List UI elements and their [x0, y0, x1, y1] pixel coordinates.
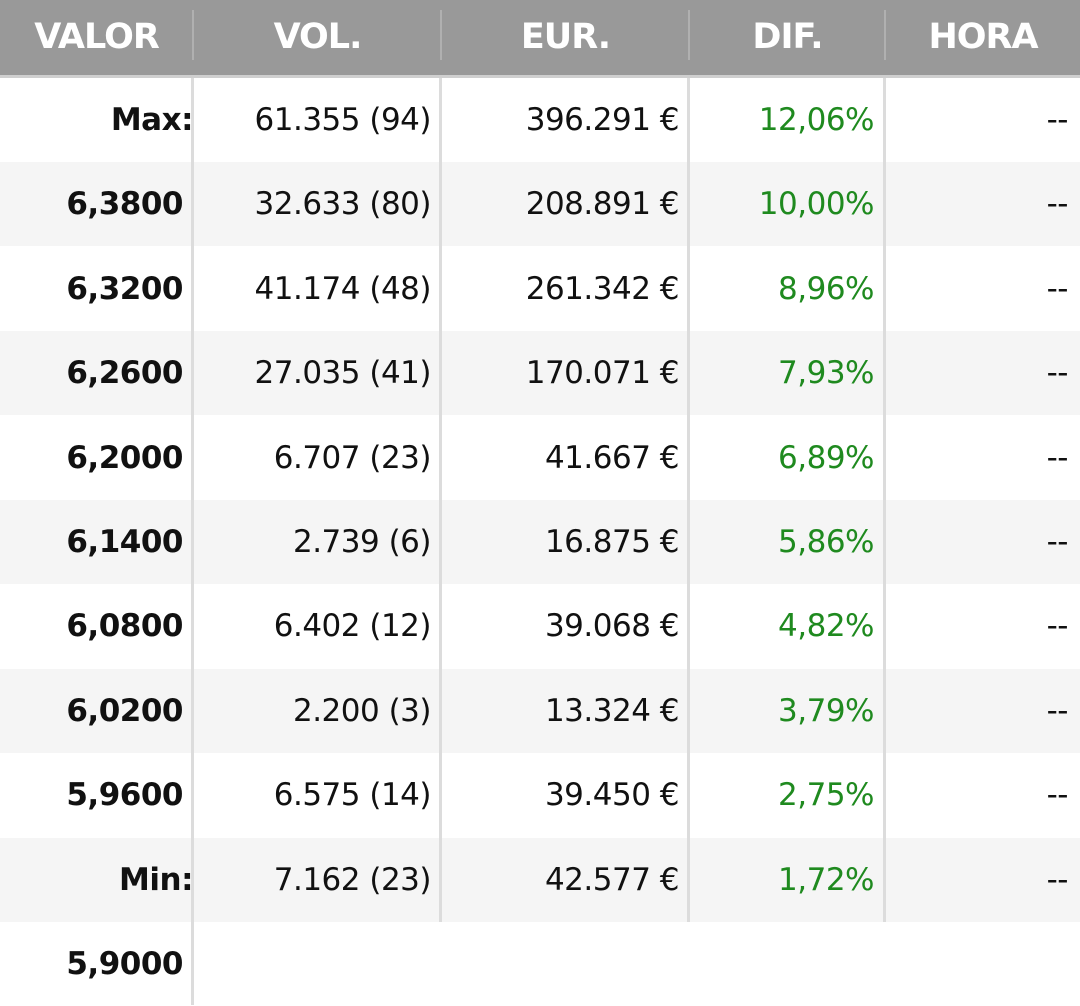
table-row[interactable]: Max: 61.355 (94) 396.291 € 12,06% -- — [0, 78, 1080, 162]
table-row[interactable]: 6,2600 27.035 (41) 170.071 € 7,93% -- — [0, 331, 1080, 416]
column-divider — [191, 78, 194, 1005]
cell-valor: Min: — [119, 861, 193, 898]
divider — [884, 10, 886, 60]
cell-vol: 6.707 (23) — [273, 439, 432, 476]
header-eur[interactable]: EUR. — [520, 17, 611, 57]
cell-vol: 2.200 (3) — [292, 692, 432, 729]
cell-dif: 12,06% — [758, 102, 875, 138]
cell-vol: 41.174 (48) — [254, 270, 432, 307]
column-divider — [687, 78, 690, 922]
table-row[interactable]: 6,0800 6.402 (12) 39.068 € 4,82% -- — [0, 584, 1080, 668]
cell-dif: 5,86% — [778, 524, 874, 560]
cell-valor: Max: — [110, 102, 194, 138]
cell-hora: -- — [1046, 102, 1069, 138]
divider — [440, 10, 442, 60]
cell-eur: 396.291 € — [525, 102, 680, 138]
cell-hora: -- — [1046, 186, 1069, 223]
table-header: VALOR VOL. EUR. DIF. HORA — [0, 0, 1080, 78]
cell-valor: 6,2000 — [66, 439, 183, 476]
cell-valor: 6,0200 — [66, 692, 183, 729]
cell-dif: 4,82% — [778, 608, 874, 645]
cell-valor: 6,0800 — [66, 608, 183, 645]
cell-eur: 13.324 € — [544, 692, 680, 729]
table-row[interactable]: 6,1400 2.739 (6) 16.875 € 5,86% -- — [0, 500, 1080, 584]
table-row[interactable]: 5,9600 6.575 (14) 39.450 € 2,75% -- — [0, 753, 1080, 837]
cell-valor: 5,9600 — [66, 777, 183, 814]
table-row[interactable]: Min: 7.162 (23) 42.577 € 1,72% -- — [0, 837, 1080, 922]
cell-valor: 5,9000 — [66, 946, 183, 982]
column-divider — [439, 78, 442, 922]
cell-eur: 16.875 € — [544, 524, 680, 560]
cell-dif: 6,89% — [778, 439, 874, 476]
cell-eur: 39.068 € — [544, 608, 680, 645]
cell-valor: 6,1400 — [66, 524, 183, 560]
divider — [688, 10, 690, 60]
cell-valor: 6,2600 — [66, 355, 183, 392]
cell-hora: -- — [1046, 524, 1069, 560]
cell-dif: 3,79% — [778, 692, 874, 729]
cell-valor: 6,3800 — [66, 186, 183, 223]
cell-dif: 10,00% — [758, 186, 875, 223]
cell-eur: 170.071 € — [525, 355, 680, 392]
cell-vol: 32.633 (80) — [254, 186, 432, 223]
table-row-last[interactable]: 5,9000 — [0, 922, 1080, 1006]
cell-vol: 6.575 (14) — [273, 777, 432, 814]
cell-hora: -- — [1046, 439, 1069, 476]
cell-hora: -- — [1046, 608, 1069, 645]
cell-dif: 7,93% — [778, 355, 874, 392]
header-vol[interactable]: VOL. — [273, 17, 363, 57]
cell-eur: 261.342 € — [525, 270, 680, 307]
cell-hora: -- — [1046, 777, 1069, 814]
cell-eur: 42.577 € — [544, 861, 680, 898]
cell-hora: -- — [1046, 355, 1069, 392]
cell-vol: 61.355 (94) — [254, 102, 432, 138]
cell-vol: 6.402 (12) — [273, 608, 432, 645]
cell-valor: 6,3200 — [66, 270, 183, 307]
cell-eur: 39.450 € — [544, 777, 680, 814]
table-row[interactable]: 6,2000 6.707 (23) 41.667 € 6,89% -- — [0, 416, 1080, 500]
cell-dif: 2,75% — [778, 777, 874, 814]
cell-vol: 27.035 (41) — [254, 355, 432, 392]
cell-dif: 1,72% — [778, 861, 874, 898]
cell-eur: 41.667 € — [544, 439, 680, 476]
column-divider — [883, 78, 886, 922]
cell-eur: 208.891 € — [525, 186, 680, 223]
header-valor[interactable]: VALOR — [34, 17, 160, 57]
cell-dif: 8,96% — [778, 270, 874, 307]
cell-vol: 2.739 (6) — [292, 524, 432, 560]
table-row[interactable]: 6,0200 2.200 (3) 13.324 € 3,79% -- — [0, 668, 1080, 753]
divider — [192, 10, 194, 60]
table-row[interactable]: 6,3800 32.633 (80) 208.891 € 10,00% -- — [0, 162, 1080, 247]
cell-hora: -- — [1046, 861, 1069, 898]
table-row[interactable]: 6,3200 41.174 (48) 261.342 € 8,96% -- — [0, 247, 1080, 331]
cell-vol: 7.162 (23) — [273, 861, 432, 898]
header-hora[interactable]: HORA — [928, 17, 1038, 57]
header-dif[interactable]: DIF. — [752, 17, 823, 57]
cell-hora: -- — [1046, 692, 1069, 729]
cell-hora: -- — [1046, 270, 1069, 307]
